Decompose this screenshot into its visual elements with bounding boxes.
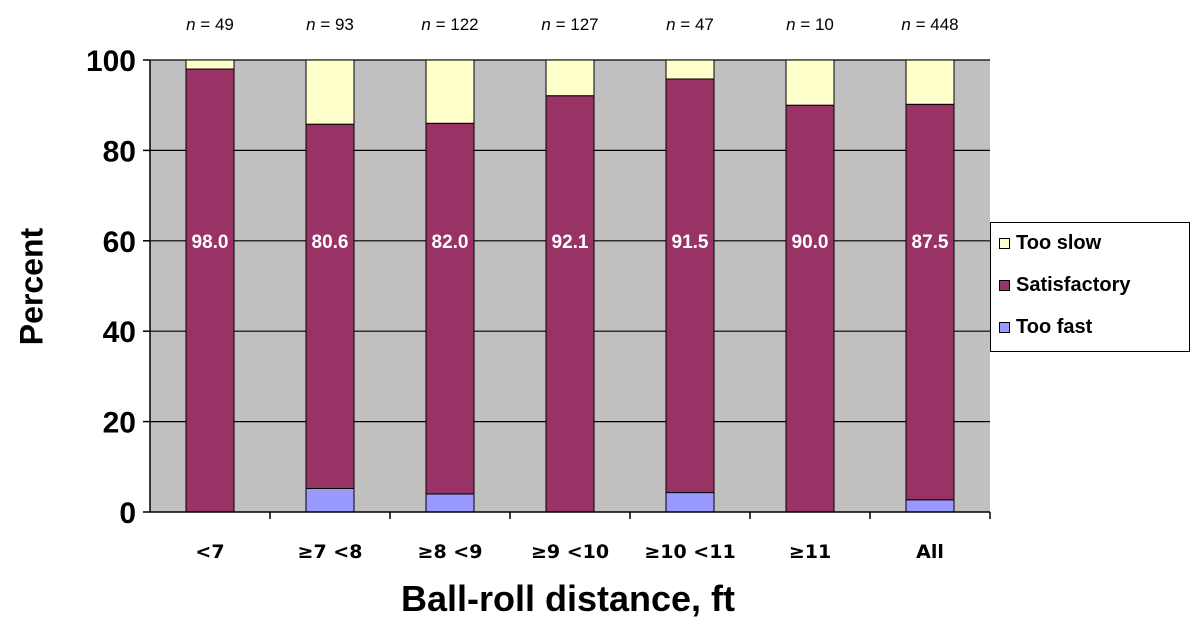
sample-size-label: n = 122 (421, 15, 478, 34)
legend-swatch-too-slow (999, 237, 1010, 249)
y-tick-label: 20 (103, 407, 136, 440)
x-tick-label: ≥11 (789, 541, 831, 563)
legend-item-satisfactory: Satisfactory (999, 273, 1131, 297)
bar-segment-too-fast (305, 487, 355, 513)
legend-label-satisfactory: Satisfactory (1016, 273, 1131, 296)
sample-size-label: n = 49 (186, 15, 234, 34)
legend-item-too-fast: Too fast (999, 315, 1092, 339)
bar-segment-satisfactory (665, 78, 715, 494)
y-tick-label: 40 (103, 316, 136, 349)
legend-swatch-too-fast (999, 321, 1010, 333)
sample-size-label: n = 127 (541, 15, 598, 34)
legend-swatch-satisfactory (999, 279, 1010, 291)
x-tick-label: ≥9 <10 (531, 541, 609, 563)
x-tick-label: All (916, 541, 944, 563)
bar-segment-too-slow (905, 59, 955, 105)
legend-label-too-fast: Too fast (1016, 315, 1093, 338)
bar-segment-satisfactory (305, 123, 355, 489)
y-axis-title: Percent (13, 227, 50, 346)
x-tick-label: <7 (195, 541, 224, 563)
bar-segment-satisfactory (545, 95, 595, 513)
legend-item-too-slow: Too slow (999, 231, 1101, 255)
data-label: 90.0 (792, 232, 829, 253)
bar-segment-too-fast (425, 493, 475, 513)
y-tick-label: 80 (103, 135, 136, 168)
y-tick-label: 60 (103, 226, 136, 259)
sample-size-label: n = 47 (666, 15, 714, 34)
bar-segment-satisfactory (785, 104, 835, 513)
bar-segment-too-slow (665, 59, 715, 80)
bar-segment-satisfactory (905, 103, 955, 501)
bar-segment-too-slow (545, 59, 595, 97)
bar-segment-too-slow (425, 59, 475, 124)
legend-label-too-slow: Too slow (1016, 231, 1102, 254)
bar-segment-too-slow (185, 59, 235, 70)
x-axis-title: Ball-roll distance, ft (400, 578, 736, 619)
sample-size-label: n = 10 (786, 15, 834, 34)
data-label: 91.5 (672, 232, 709, 253)
data-label: 98.0 (192, 232, 229, 253)
x-tick-label: ≥7 <8 (298, 541, 363, 563)
bar-segment-too-slow (305, 59, 355, 125)
y-tick-label: 100 (86, 45, 136, 78)
data-label: 92.1 (552, 232, 589, 253)
bar-segment-too-slow (785, 59, 835, 106)
sample-size-label: n = 93 (306, 15, 354, 34)
bar-segment-too-fast (665, 492, 715, 513)
bar-segment-too-fast (905, 499, 955, 513)
bar-segment-satisfactory (185, 68, 235, 513)
legend: Too slow Satisfactory Too fast (990, 222, 1190, 352)
data-label: 87.5 (912, 232, 949, 253)
x-tick-label: ≥10 <11 (644, 541, 735, 563)
data-label: 82.0 (432, 232, 469, 253)
bar-segment-satisfactory (425, 122, 475, 495)
x-tick-label: ≥8 <9 (418, 541, 483, 563)
sample-size-label: n = 448 (901, 15, 958, 34)
y-tick-label: 0 (119, 497, 136, 530)
data-label: 80.6 (312, 232, 349, 253)
